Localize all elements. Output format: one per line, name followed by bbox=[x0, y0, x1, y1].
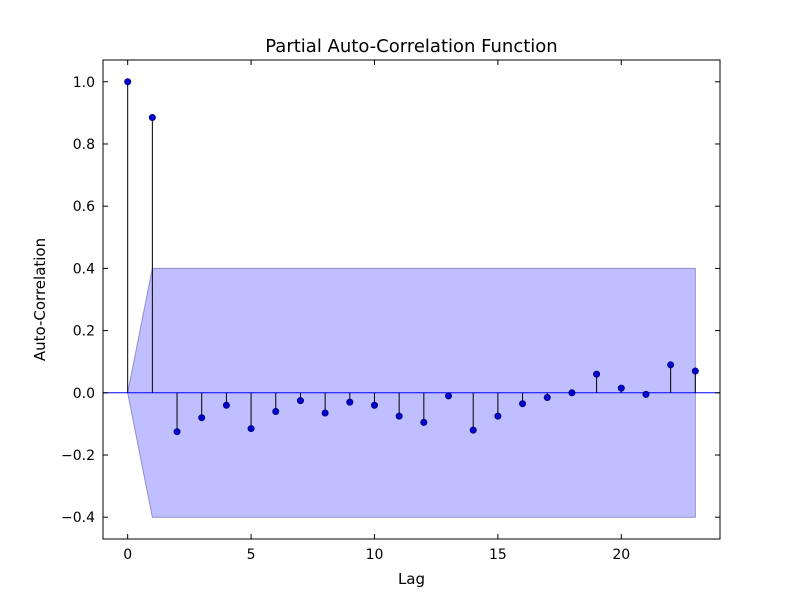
y-tick-label: 0.4 bbox=[73, 261, 95, 277]
marker-lag-2 bbox=[173, 428, 181, 436]
y-axis-label: Auto-Correlation bbox=[31, 238, 49, 361]
marker-lag-3 bbox=[198, 414, 206, 422]
axes-frame bbox=[102, 59, 721, 540]
marker-lag-0 bbox=[124, 78, 132, 86]
marker-lag-23 bbox=[691, 367, 699, 375]
marker-lag-14 bbox=[469, 426, 477, 434]
y-tick-label: 0.6 bbox=[73, 199, 95, 215]
marker-lag-15 bbox=[494, 412, 502, 420]
marker-lag-22 bbox=[667, 361, 675, 369]
marker-lag-19 bbox=[593, 370, 601, 378]
marker-lag-8 bbox=[321, 409, 329, 417]
y-tick-label: 0.0 bbox=[73, 386, 95, 402]
x-tick-label: 0 bbox=[123, 547, 132, 563]
marker-lag-13 bbox=[445, 392, 453, 400]
y-tick-label: 0.2 bbox=[73, 324, 95, 340]
x-tick-label: 15 bbox=[489, 547, 507, 563]
marker-lag-11 bbox=[395, 412, 403, 420]
ticks-layer: 0 5 10 15 20 −0.4 −0.2 0.0 0.2 0.4 0.6 0.8 1.0 bbox=[61, 60, 720, 563]
x-tick-label: 5 bbox=[247, 547, 256, 563]
y-tick-label: 1.0 bbox=[73, 75, 95, 91]
marker-lag-20 bbox=[617, 384, 625, 392]
y-tick-label: 0.8 bbox=[73, 137, 95, 153]
markers-layer bbox=[124, 78, 699, 436]
x-axis-label: Lag bbox=[398, 570, 425, 588]
marker-lag-5 bbox=[247, 425, 255, 433]
marker-lag-17 bbox=[543, 393, 551, 401]
y-tick-label: −0.2 bbox=[61, 448, 95, 464]
marker-lag-4 bbox=[222, 401, 230, 409]
chart-title: Partial Auto-Correlation Function bbox=[265, 36, 557, 57]
marker-lag-12 bbox=[420, 418, 428, 426]
y-tick-label: −0.4 bbox=[61, 510, 95, 526]
marker-lag-9 bbox=[346, 398, 354, 406]
x-tick-label: 20 bbox=[612, 547, 630, 563]
marker-lag-7 bbox=[296, 397, 304, 405]
marker-lag-16 bbox=[519, 400, 527, 408]
marker-lag-6 bbox=[272, 407, 280, 415]
marker-lag-10 bbox=[370, 401, 378, 409]
marker-lag-18 bbox=[568, 389, 576, 397]
x-tick-label: 10 bbox=[366, 547, 384, 563]
marker-lag-21 bbox=[642, 390, 650, 398]
marker-lag-1 bbox=[148, 114, 156, 122]
